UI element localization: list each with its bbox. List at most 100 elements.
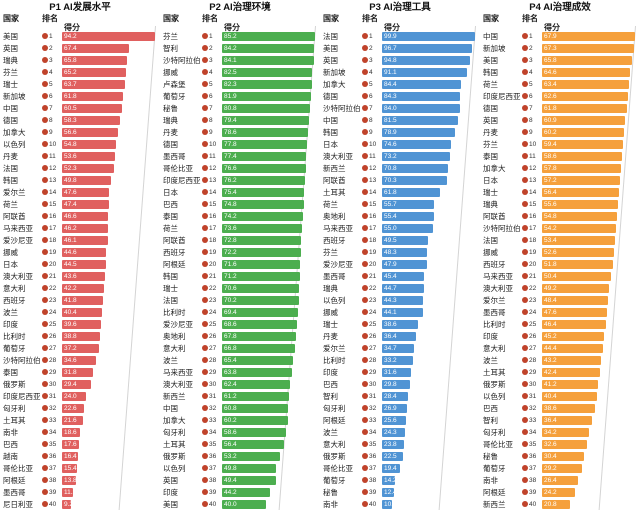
country-label: 意大利 bbox=[163, 343, 186, 353]
table-row: 智利 31 28.4 bbox=[320, 390, 480, 402]
score-bar bbox=[62, 427, 81, 437]
bar-track: 29.4 bbox=[62, 379, 155, 389]
table-row: 南非 40 10.3 bbox=[320, 498, 480, 510]
country-label: 马来西亚 bbox=[483, 271, 513, 281]
table-row: 土耳其 35 56.4 bbox=[160, 438, 320, 450]
country-label: 芬兰 bbox=[483, 139, 498, 149]
rank-badge: 40 bbox=[522, 501, 542, 508]
rank-dot-icon bbox=[202, 93, 208, 99]
rank-dot-icon bbox=[202, 189, 208, 195]
rank-number: 19 bbox=[209, 248, 217, 256]
score-value: 70.8 bbox=[384, 164, 397, 172]
rank-badge: 25 bbox=[202, 321, 222, 328]
bar-track: 55.4 bbox=[382, 211, 475, 221]
rank-badge: 36 bbox=[522, 453, 542, 460]
rank-number: 16 bbox=[209, 212, 217, 220]
rank-number: 20 bbox=[49, 260, 57, 268]
country-label: 土耳其 bbox=[483, 367, 506, 377]
rank-number: 30 bbox=[529, 380, 537, 388]
bar-track: 73.2 bbox=[382, 151, 475, 161]
score-value: 54.8 bbox=[544, 212, 557, 220]
rank-dot-icon bbox=[362, 105, 368, 111]
rank-number: 21 bbox=[49, 272, 57, 280]
rank-dot-icon bbox=[362, 297, 368, 303]
country-label: 葡萄牙 bbox=[483, 463, 506, 473]
rank-number: 36 bbox=[209, 452, 217, 460]
rank-number: 29 bbox=[369, 368, 377, 376]
score-bar bbox=[222, 487, 271, 497]
score-value: 45.2 bbox=[544, 332, 557, 340]
score-value: 31.8 bbox=[64, 368, 77, 376]
table-row: 墨西哥 21 45.4 bbox=[320, 270, 480, 282]
rank-dot-icon bbox=[42, 153, 48, 159]
score-bar bbox=[542, 367, 601, 377]
rank-dot-icon bbox=[362, 93, 368, 99]
rank-dot-icon bbox=[362, 369, 368, 375]
rank-badge: 10 bbox=[202, 141, 222, 148]
score-column-header: 得分 bbox=[224, 23, 240, 32]
bar-track: 71.6 bbox=[222, 259, 315, 269]
rank-badge: 26 bbox=[202, 333, 222, 340]
bar-track: 46.4 bbox=[542, 319, 635, 329]
score-bar bbox=[62, 187, 109, 197]
country-column-header: 国家 bbox=[3, 14, 19, 23]
score-value: 54.2 bbox=[544, 224, 557, 232]
rank-dot-icon bbox=[522, 405, 528, 411]
country-label: 日本 bbox=[483, 175, 498, 185]
country-label: 沙特阿拉伯 bbox=[323, 103, 361, 113]
rank-dot-icon bbox=[42, 177, 48, 183]
score-value: 22.5 bbox=[384, 452, 397, 460]
bar-track: 74.8 bbox=[222, 199, 315, 209]
country-label: 日本 bbox=[323, 139, 338, 149]
score-bar bbox=[382, 199, 434, 209]
bar-track: 46.2 bbox=[62, 223, 155, 233]
rank-number: 39 bbox=[209, 488, 217, 496]
bar-track: 78.6 bbox=[222, 127, 315, 137]
score-value: 28.4 bbox=[384, 392, 397, 400]
score-bar bbox=[542, 223, 617, 233]
rank-badge: 14 bbox=[202, 189, 222, 196]
score-bar bbox=[222, 463, 277, 473]
rank-badge: 3 bbox=[522, 57, 542, 64]
score-value: 44.6 bbox=[64, 248, 77, 256]
rank-dot-icon bbox=[362, 477, 368, 483]
score-value: 47.4 bbox=[64, 200, 77, 208]
bar-track: 14.2 bbox=[382, 475, 475, 485]
score-value: 63.7 bbox=[64, 80, 77, 88]
table-row: 丹麦 26 36.4 bbox=[320, 330, 480, 342]
bar-track: 49.8 bbox=[222, 463, 315, 473]
rank-dot-icon bbox=[522, 285, 528, 291]
bar-track: 24.3 bbox=[382, 427, 475, 437]
bar-track: 49.8 bbox=[62, 175, 155, 185]
rank-badge: 20 bbox=[202, 261, 222, 268]
rank-dot-icon bbox=[42, 285, 48, 291]
bar-track: 43.6 bbox=[62, 271, 155, 281]
rank-number: 6 bbox=[49, 92, 53, 100]
score-value: 33.2 bbox=[384, 356, 397, 364]
rank-number: 24 bbox=[369, 308, 377, 316]
score-value: 46.4 bbox=[544, 320, 557, 328]
rank-badge: 19 bbox=[42, 249, 62, 256]
rank-badge: 38 bbox=[362, 477, 382, 484]
table-row: 波兰 28 43.2 bbox=[480, 354, 640, 366]
table-row: 挪威 19 44.6 bbox=[0, 246, 160, 258]
rank-number: 18 bbox=[529, 236, 537, 244]
rank-dot-icon bbox=[42, 117, 48, 123]
score-value: 38.8 bbox=[64, 332, 77, 340]
rank-badge: 28 bbox=[522, 357, 542, 364]
rank-number: 20 bbox=[209, 260, 217, 268]
table-row: 西班牙 23 41.8 bbox=[0, 294, 160, 306]
rank-number: 33 bbox=[49, 416, 57, 424]
table-row: 法国 18 53.4 bbox=[480, 234, 640, 246]
bar-track: 76.2 bbox=[222, 175, 315, 185]
score-value: 46.1 bbox=[64, 236, 77, 244]
rank-dot-icon bbox=[362, 213, 368, 219]
rank-badge: 31 bbox=[362, 393, 382, 400]
bar-track: 60.9 bbox=[542, 115, 635, 125]
country-label: 比利时 bbox=[483, 319, 506, 329]
rank-badge: 12 bbox=[202, 165, 222, 172]
country-label: 葡萄牙 bbox=[323, 475, 346, 485]
rank-badge: 29 bbox=[42, 369, 62, 376]
rank-dot-icon bbox=[202, 105, 208, 111]
bar-track: 70.2 bbox=[222, 295, 315, 305]
